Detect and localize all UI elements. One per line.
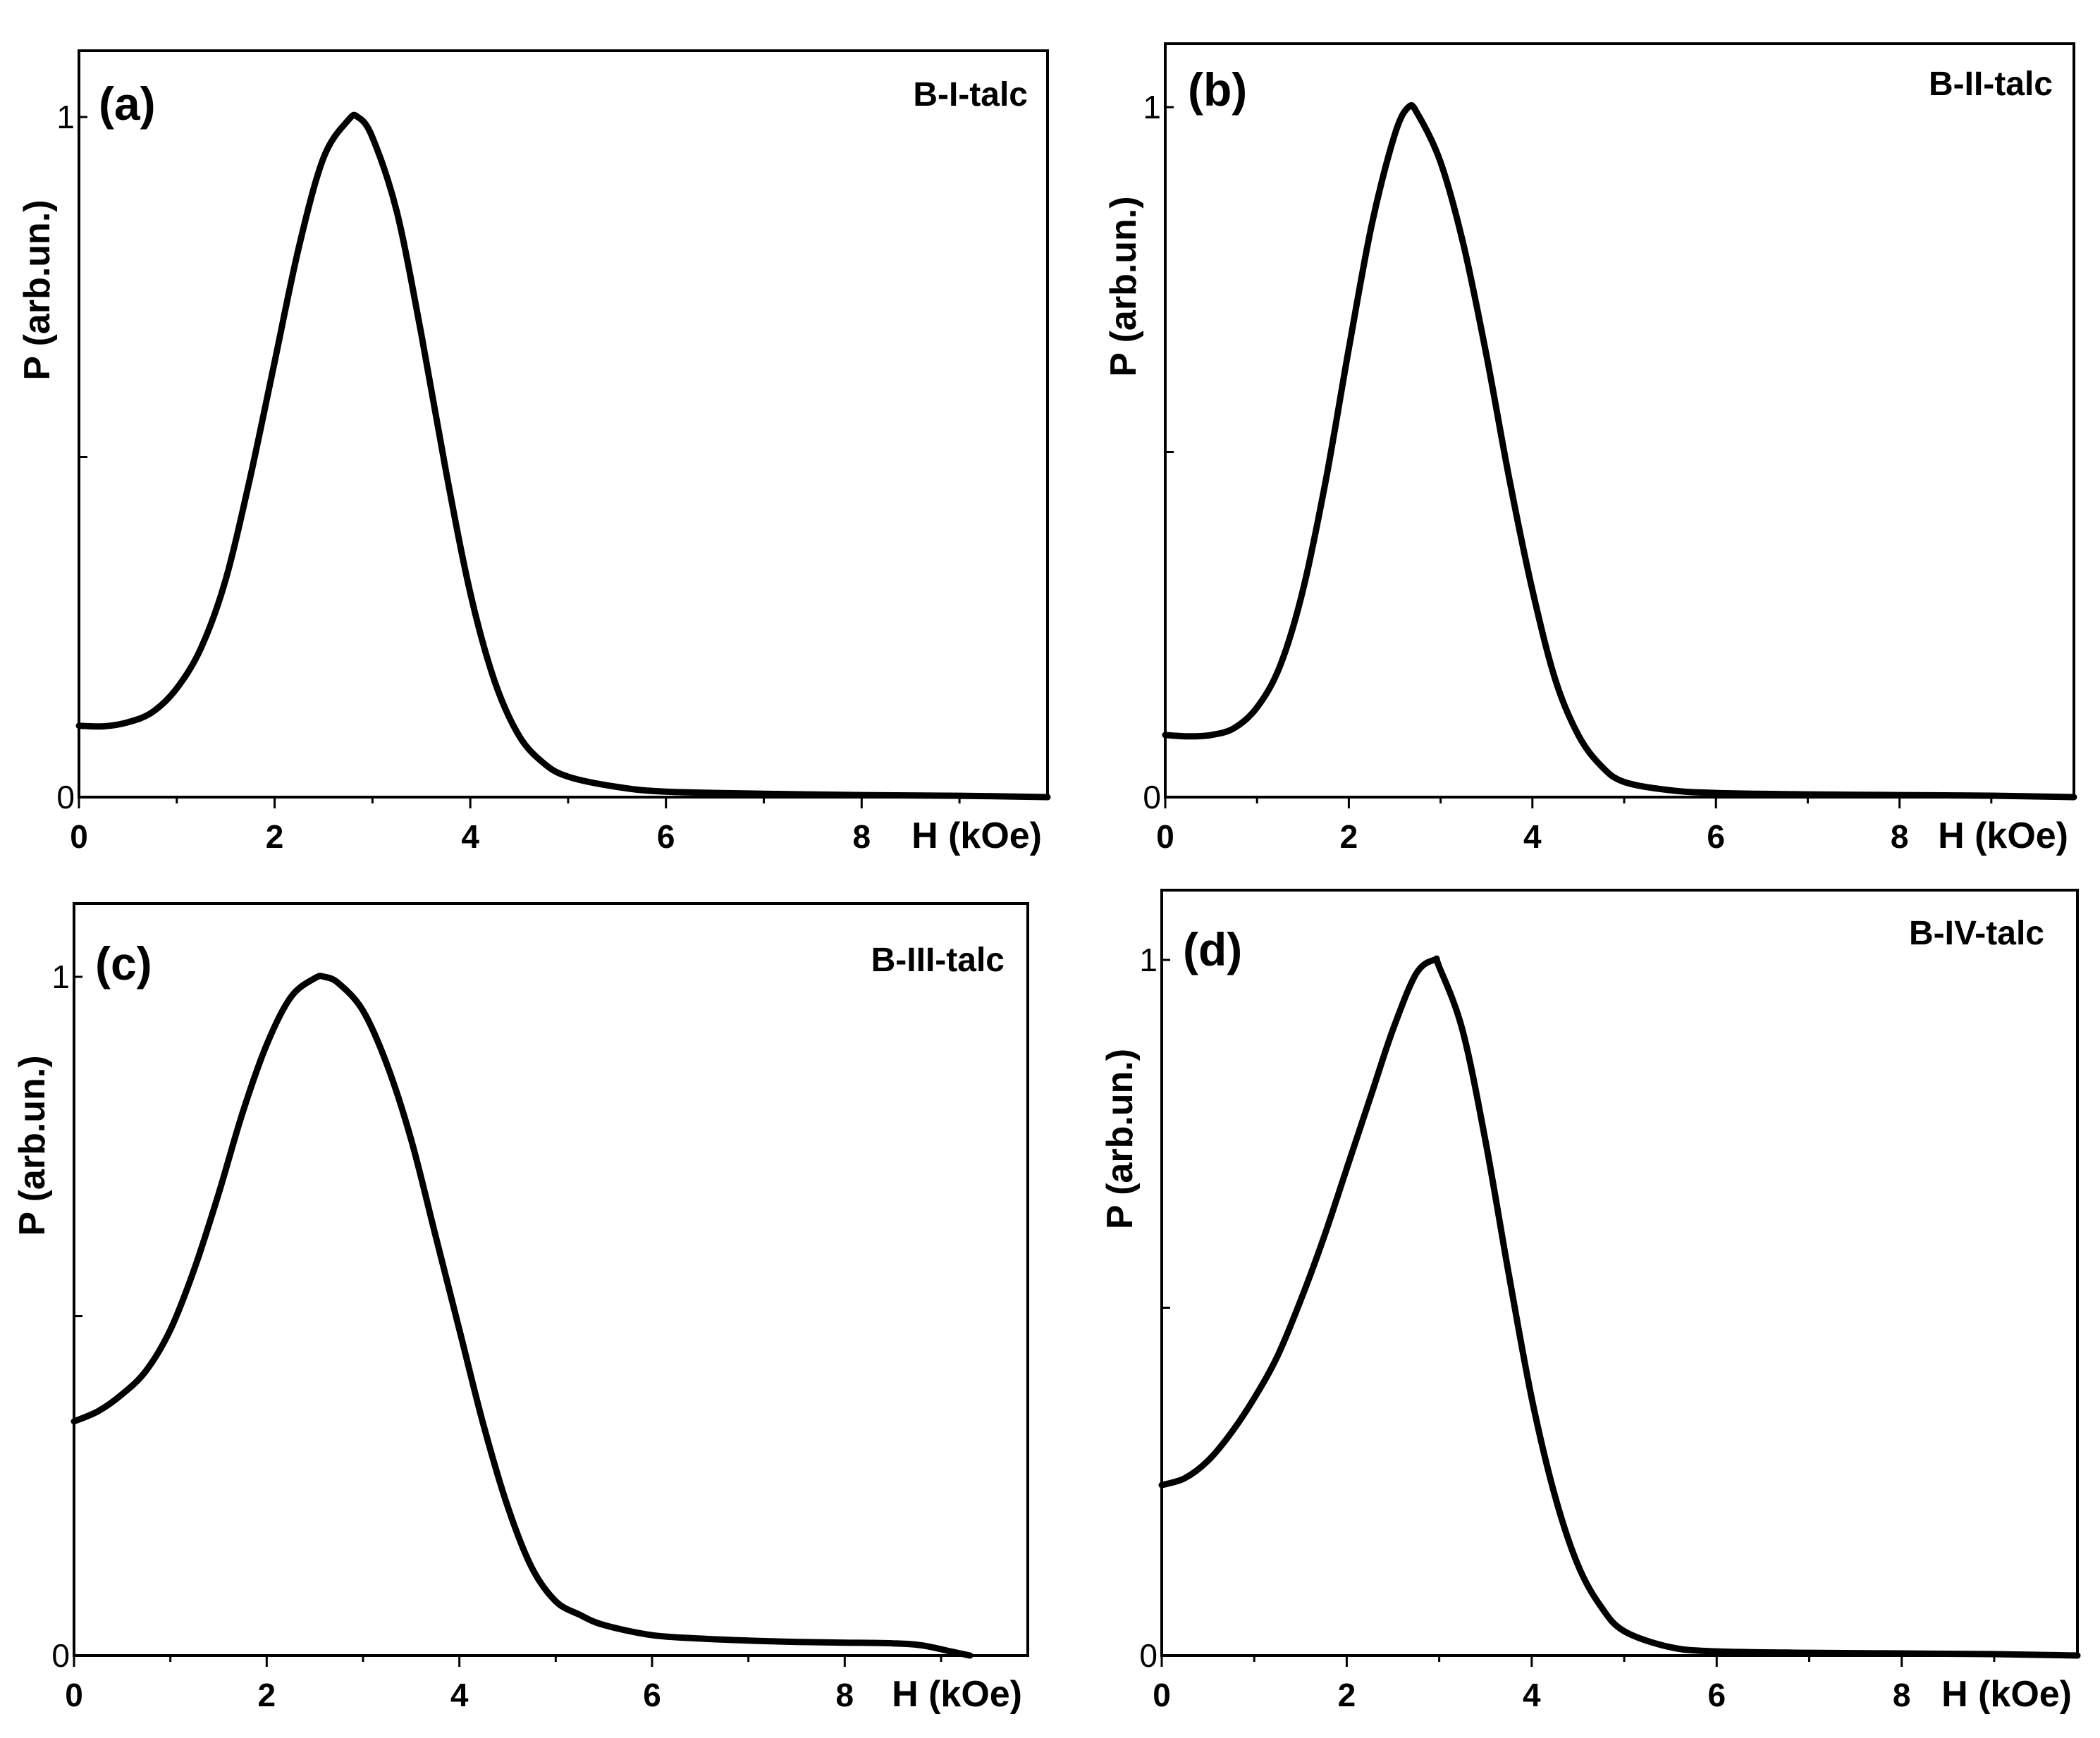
x-tick-label: 4 xyxy=(1523,1677,1541,1713)
y-axis-label: P (arb.un.) xyxy=(1103,196,1144,376)
x-tick-label: 2 xyxy=(258,1677,276,1713)
panel-label: (d) xyxy=(1183,923,1242,975)
x-tick-label: 0 xyxy=(65,1677,83,1713)
x-tick-label: 4 xyxy=(450,1677,469,1713)
y-tick-label: 1 xyxy=(56,99,75,135)
y-axis-label: P (arb.un.) xyxy=(1100,1049,1141,1229)
y-tick-label: 0 xyxy=(51,1637,70,1674)
y-tick-label: 0 xyxy=(1143,779,1161,815)
x-axis-label: H (kOe) xyxy=(1938,815,2068,856)
x-tick-label: 0 xyxy=(1156,818,1174,855)
plot-frame xyxy=(1160,889,2079,1657)
x-tick-label: 8 xyxy=(836,1677,854,1713)
y-tick-label: 0 xyxy=(1139,1637,1158,1674)
panel-label: (c) xyxy=(95,937,152,990)
series-line-1 xyxy=(70,973,974,1659)
y-tick-label: 1 xyxy=(1139,942,1158,978)
x-tick-label: 2 xyxy=(1340,818,1358,855)
chart-panel-4: 0 2 4 6 8 0 1 H (kOe) P (arb.un.) (d) B-IV-talc xyxy=(1100,889,2081,1715)
panel-label: (a) xyxy=(99,78,156,130)
y-tick-label: 1 xyxy=(1143,89,1161,125)
y-axis-label: P (arb.un.) xyxy=(12,1055,53,1235)
x-axis-label: H (kOe) xyxy=(892,1674,1022,1715)
sample-title: B-II-talc xyxy=(1929,66,2053,103)
x-tick-label: 0 xyxy=(1153,1677,1171,1713)
panel-label: (b) xyxy=(1188,63,1247,116)
x-tick-label: 6 xyxy=(657,818,675,855)
y-axis-label: P (arb.un.) xyxy=(17,199,58,380)
sample-title: B-I-talc xyxy=(913,76,1028,113)
x-tick-label: 8 xyxy=(1893,1677,1911,1713)
x-axis-label: H (kOe) xyxy=(911,815,1042,856)
series-line-1 xyxy=(1158,955,2081,1659)
x-tick-label: 2 xyxy=(1338,1677,1356,1713)
sample-title: B-III-talc xyxy=(871,942,1005,979)
x-tick-label: 8 xyxy=(1891,818,1909,855)
x-tick-label: 6 xyxy=(1707,1677,1726,1713)
plot-frame xyxy=(1164,42,2075,799)
plot-frame xyxy=(73,902,1029,1657)
series-line-1 xyxy=(1162,102,2077,801)
x-tick-label: 0 xyxy=(70,818,88,855)
plot-frame xyxy=(78,49,1049,799)
series-line-1 xyxy=(75,111,1051,801)
x-tick-label: 8 xyxy=(853,818,871,855)
chart-panel-2: 0 2 4 6 8 0 1 H (kOe) P (arb.un.) (b) B-II-talc xyxy=(1103,42,2077,856)
x-tick-label: 4 xyxy=(461,818,479,855)
chart-panel-1: 0 2 4 6 8 0 1 H (kOe) P (arb.un.) (a) B-I-talc xyxy=(17,49,1051,856)
y-tick-label: 1 xyxy=(51,959,70,995)
chart-panel-3: 0 2 4 6 8 0 1 H (kOe) P (arb.un.) (c) B-III-talc xyxy=(12,902,1029,1715)
sample-title: B-IV-talc xyxy=(1909,915,2044,952)
x-tick-label: 2 xyxy=(266,818,284,855)
x-tick-label: 6 xyxy=(643,1677,661,1713)
y-tick-label: 0 xyxy=(56,779,75,815)
x-axis-label: H (kOe) xyxy=(1941,1674,2072,1715)
x-tick-label: 4 xyxy=(1523,818,1542,855)
x-tick-label: 6 xyxy=(1707,818,1725,855)
